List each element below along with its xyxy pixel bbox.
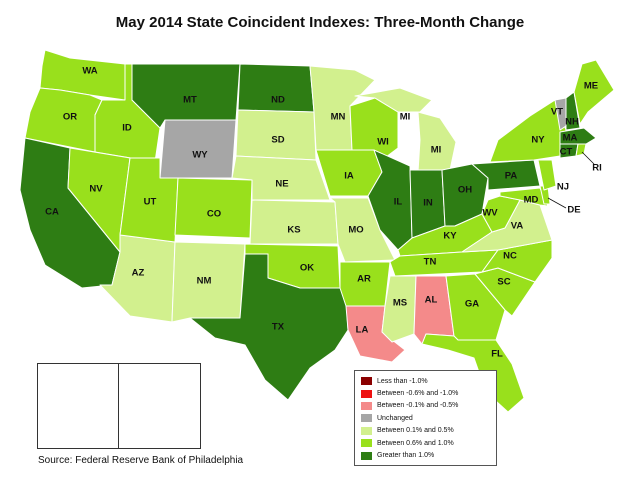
label-vt: VT — [551, 107, 563, 118]
label-az: AZ — [132, 268, 145, 279]
legend: Less than -1.0% Between -0.6% and -1.0% … — [354, 370, 497, 466]
label-wy: WY — [192, 150, 208, 161]
label-md: MD — [524, 195, 539, 206]
legend-item: Greater than 1.0% — [361, 449, 491, 461]
legend-item: Between 0.1% and 0.5% — [361, 425, 491, 437]
label-me: ME — [584, 81, 598, 92]
label-mi-up: MI — [400, 112, 411, 123]
label-de: DE — [567, 205, 580, 216]
state-mi-up — [354, 87, 433, 113]
label-ms: MS — [393, 298, 407, 309]
label-mn: MN — [331, 112, 346, 123]
label-nv: NV — [89, 184, 103, 195]
label-ct: CT — [560, 147, 573, 158]
label-sc: SC — [497, 277, 510, 288]
label-ri: RI — [592, 163, 602, 174]
map-title: May 2014 State Coincident Indexes: Three… — [115, 14, 525, 31]
legend-label: Between 0.6% and 1.0% — [377, 439, 454, 447]
leader-ri — [581, 151, 595, 165]
label-al: AL — [425, 295, 438, 306]
label-tn: TN — [424, 257, 437, 268]
label-or: OR — [63, 112, 77, 123]
label-mi-lp: MI — [431, 145, 442, 156]
legend-swatch — [361, 414, 372, 423]
state-tx — [189, 253, 349, 401]
state-nj — [537, 159, 557, 191]
state-me — [573, 59, 615, 125]
state-mi-lp — [417, 111, 457, 173]
legend-item: Between -0.6% and -1.0% — [361, 387, 491, 399]
legend-label: Between -0.1% and -0.5% — [377, 402, 459, 410]
legend-label: Unchanged — [377, 414, 413, 422]
legend-swatch — [361, 377, 372, 386]
label-fl: FL — [491, 349, 503, 360]
legend-label: Less than -1.0% — [377, 377, 428, 385]
state-ma — [559, 127, 597, 145]
label-nd: ND — [271, 95, 285, 106]
alaska-hawaii-inset — [37, 363, 201, 449]
label-ky: KY — [443, 231, 457, 242]
legend-label: Greater than 1.0% — [377, 452, 435, 460]
legend-swatch — [361, 439, 372, 448]
label-co: CO — [207, 209, 221, 220]
label-in: IN — [423, 198, 433, 209]
source-note: Source: Federal Reserve Bank of Philadel… — [38, 455, 244, 466]
legend-label: Between 0.1% and 0.5% — [377, 427, 454, 435]
label-mt: MT — [183, 95, 197, 106]
label-nj: NJ — [557, 182, 569, 193]
label-ny: NY — [531, 135, 545, 146]
legend-swatch — [361, 426, 372, 435]
label-sd: SD — [271, 135, 284, 146]
label-ut: UT — [144, 197, 157, 208]
leader-de — [547, 197, 567, 209]
label-nm: NM — [197, 276, 212, 287]
state-nh — [565, 91, 581, 131]
legend-label: Between -0.6% and -1.0% — [377, 390, 459, 398]
label-ia: IA — [344, 171, 354, 182]
legend-item: Between -0.1% and -0.5% — [361, 400, 491, 412]
legend-swatch — [361, 401, 372, 410]
label-la: LA — [356, 325, 369, 336]
label-wa: WA — [82, 66, 97, 77]
label-ok: OK — [300, 263, 314, 274]
label-oh: OH — [458, 185, 472, 196]
state-fl — [421, 333, 525, 413]
label-mo: MO — [348, 225, 363, 236]
inset-divider — [118, 364, 119, 448]
legend-swatch — [361, 389, 372, 398]
legend-item: Less than -1.0% — [361, 375, 491, 387]
legend-item: Between 0.6% and 1.0% — [361, 437, 491, 449]
legend-swatch — [361, 451, 372, 460]
state-mo — [329, 197, 396, 263]
label-ma: MA — [563, 133, 578, 144]
label-wi: WI — [377, 137, 389, 148]
label-ks: KS — [287, 225, 300, 236]
label-il: IL — [394, 197, 403, 208]
label-nh: NH — [565, 117, 579, 128]
label-ga: GA — [465, 299, 479, 310]
label-va: VA — [511, 221, 524, 232]
legend-item: Unchanged — [361, 412, 491, 424]
state-ks — [249, 199, 339, 245]
label-ar: AR — [357, 274, 371, 285]
label-ne: NE — [275, 179, 288, 190]
label-wv: WV — [482, 208, 498, 219]
label-ca: CA — [45, 207, 59, 218]
label-tx: TX — [272, 322, 285, 333]
label-nc: NC — [503, 251, 517, 262]
label-pa: PA — [505, 171, 518, 182]
label-id: ID — [122, 123, 132, 134]
